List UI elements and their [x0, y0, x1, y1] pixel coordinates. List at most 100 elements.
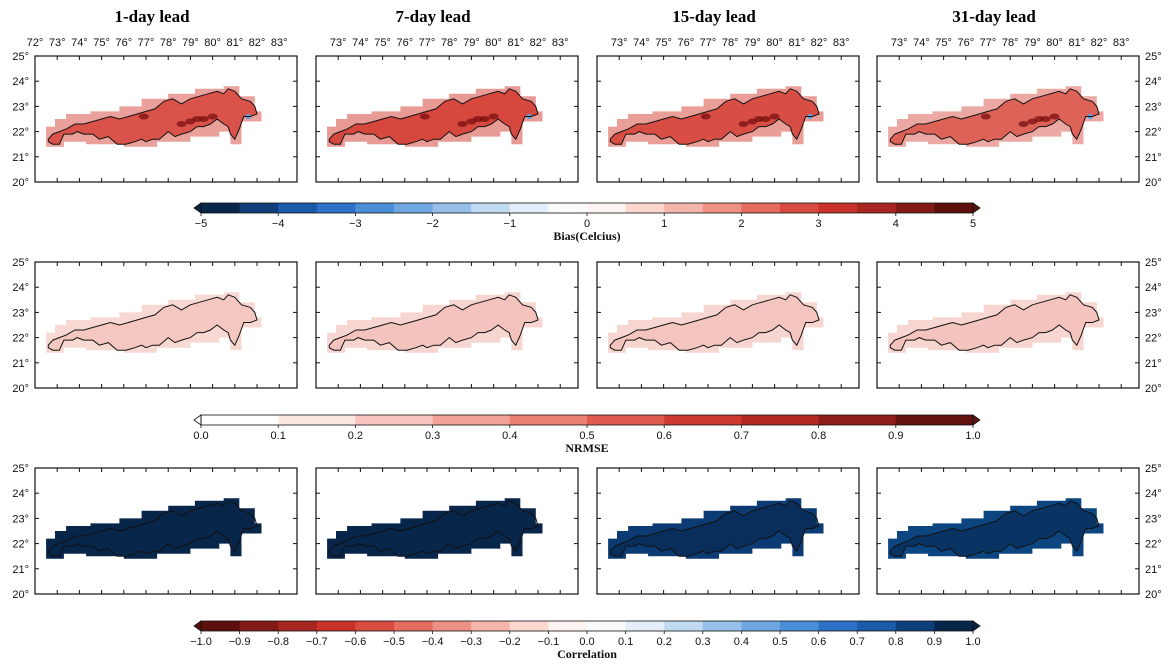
lat-tick-label: 21° [12, 564, 29, 576]
colorbar-tick-label: −5 [195, 218, 208, 230]
lat-tick-label: 20° [12, 383, 29, 395]
lat-tick-label: 25° [1145, 463, 1162, 475]
lat-tick-label: 25° [12, 51, 29, 63]
lon-tick-label: 82° [530, 37, 547, 49]
lon-tick-label: 77° [138, 37, 155, 49]
colorbar-tick-label: 3 [816, 218, 822, 230]
colorbar-swatch [818, 621, 858, 631]
colorbar-tick-label: −0.1 [538, 636, 560, 648]
lon-tick-label: 73° [49, 37, 66, 49]
colorbar-swatch [432, 203, 472, 213]
lon-tick-label: 75° [93, 37, 110, 49]
colorbar-tick-label: −3 [349, 218, 362, 230]
colorbar-tick-label: 0.1 [271, 430, 286, 442]
colorbar-swatch [934, 621, 974, 631]
lat-tick-label: 21° [1145, 152, 1162, 164]
lon-tick-label: 82° [249, 37, 266, 49]
colorbar-swatch [548, 203, 588, 213]
colorbar-tick-label: 0.8 [811, 430, 826, 442]
lat-tick-label: 20° [1145, 589, 1162, 601]
bias-map-2 [315, 55, 579, 183]
colorbar-swatch [702, 203, 742, 213]
lat-tick-label: 22° [12, 127, 29, 139]
bias-colorbar: −5 −4 −3 −2 −1 0 1 2 3 4 5 Bias(Celcius) [193, 202, 981, 243]
colorbar-tick-label: −0.6 [345, 636, 367, 648]
colorbar-swatch [471, 621, 511, 631]
colorbar-swatch [702, 621, 742, 631]
basin-outline [889, 294, 1100, 351]
nrmse-map-2 [315, 261, 579, 389]
lon-tick-label: 75° [655, 37, 672, 49]
basin-outline [609, 294, 820, 351]
lat-tick-label: 24° [1145, 488, 1162, 500]
basin-outline [889, 500, 1100, 557]
basin-outline [328, 294, 539, 351]
lon-tick-label: 83° [1113, 37, 1130, 49]
colorbar-tick-label: 0.9 [888, 430, 903, 442]
lat-tick-label: 21° [1145, 564, 1162, 576]
colorbar-title: NRMSE [565, 441, 608, 455]
colorbar-tick-label: 0.7 [850, 636, 865, 648]
colorbar-swatch [664, 415, 742, 425]
lead-title-2: 7-day lead [395, 7, 471, 26]
colorbar-swatch [818, 415, 897, 425]
lat-tick-label: 23° [12, 101, 29, 113]
lon-tick-label: 80° [766, 37, 783, 49]
colorbar-tick-label: 0.9 [927, 636, 942, 648]
lat-tick-label: 25° [1145, 257, 1162, 269]
lat-tick-label: 25° [12, 257, 29, 269]
colorbar-max-arrow [972, 414, 981, 426]
lat-tick-label: 23° [1145, 307, 1162, 319]
colorbar-tick-label: 0.5 [772, 636, 787, 648]
colorbar-swatch [316, 621, 356, 631]
colorbar-swatch [625, 203, 665, 213]
lat-tick-label: 24° [12, 76, 29, 88]
nrmse-map-3 [596, 261, 860, 389]
colorbar-swatch [239, 203, 279, 213]
colorbar-swatch [432, 621, 472, 631]
colorbar-swatch [278, 203, 318, 213]
colorbar-max-arrow [972, 620, 981, 632]
basin-outline [328, 88, 539, 145]
bias-map-1 [34, 55, 298, 183]
lon-tick-label: 74° [913, 37, 930, 49]
lon-tick-label: 72° [27, 37, 44, 49]
colorbar-swatch [548, 621, 588, 631]
colorbar-swatch [741, 621, 781, 631]
colorbar-tick-label: −0.7 [306, 636, 328, 648]
lon-tick-label: 80° [485, 37, 502, 49]
bias-map-3 [596, 55, 860, 183]
colorbar-tick-label: 0.8 [888, 636, 903, 648]
colorbar-swatch [587, 203, 627, 213]
lat-tick-label: 21° [12, 152, 29, 164]
lon-tick-label: 74° [633, 37, 650, 49]
lat-tick-label: 23° [12, 307, 29, 319]
colorbar-tick-label: −0.9 [229, 636, 251, 648]
lat-tick-label: 21° [12, 358, 29, 370]
colorbar-tick-label: 0.2 [657, 636, 672, 648]
map-panels: 25° 25° 24° 24° 23° 23° 22° 22° 21° 21° 20° 20° 25° 2… [12, 51, 1161, 601]
colorbar-tick-label: 0 [584, 218, 590, 230]
lon-tick-label: 79° [463, 37, 480, 49]
lat-tick-label: 24° [1145, 76, 1162, 88]
lon-tick-label: 78° [160, 37, 177, 49]
lon-tick-label: 83° [552, 37, 569, 49]
lon-tick-label: 82° [811, 37, 828, 49]
basin-outline [889, 88, 1100, 145]
lon-tick-label: 76° [115, 37, 132, 49]
colorbar-swatch [895, 621, 935, 631]
basin-outline [609, 500, 820, 557]
colorbar-swatch [741, 415, 820, 425]
lon-tick-label: 77° [700, 37, 717, 49]
lon-tick-label: 83° [271, 37, 288, 49]
lat-tick-label: 22° [1145, 127, 1162, 139]
lead-titles: 1-day lead 7-day lead 15-day lead 31-day le… [27, 7, 1130, 49]
lat-tick-label: 22° [12, 539, 29, 551]
lat-tick-label: 20° [12, 589, 29, 601]
lon-tick-label: 73° [891, 37, 908, 49]
lon-tick-label: 77° [419, 37, 436, 49]
lat-tick-label: 24° [12, 282, 29, 294]
lat-tick-label: 20° [1145, 383, 1162, 395]
colorbar-swatch [664, 203, 704, 213]
